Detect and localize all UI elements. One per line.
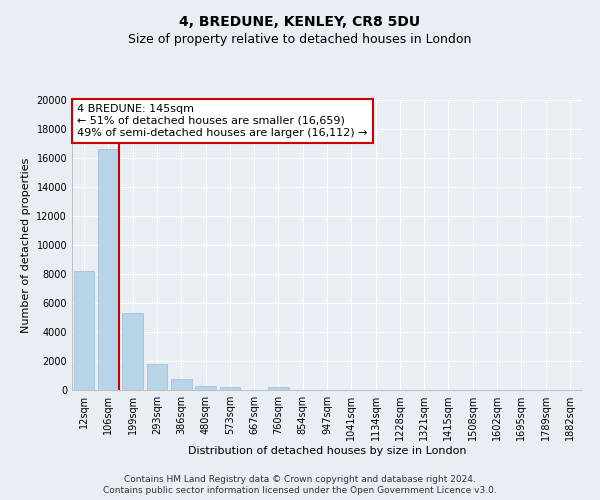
Text: 4 BREDUNE: 145sqm
← 51% of detached houses are smaller (16,659)
49% of semi-deta: 4 BREDUNE: 145sqm ← 51% of detached hous… <box>77 104 368 138</box>
Bar <box>268 387 289 390</box>
Text: Contains HM Land Registry data © Crown copyright and database right 2024.: Contains HM Land Registry data © Crown c… <box>124 475 476 484</box>
Bar <box>74 271 94 390</box>
Bar <box>98 150 119 390</box>
Bar <box>220 387 240 390</box>
Bar <box>122 313 143 390</box>
Y-axis label: Number of detached properties: Number of detached properties <box>21 158 31 332</box>
Bar <box>146 364 167 390</box>
Bar <box>195 386 216 390</box>
Text: Size of property relative to detached houses in London: Size of property relative to detached ho… <box>128 32 472 46</box>
Text: Contains public sector information licensed under the Open Government Licence v3: Contains public sector information licen… <box>103 486 497 495</box>
X-axis label: Distribution of detached houses by size in London: Distribution of detached houses by size … <box>188 446 466 456</box>
Text: 4, BREDUNE, KENLEY, CR8 5DU: 4, BREDUNE, KENLEY, CR8 5DU <box>179 15 421 29</box>
Bar <box>171 379 191 390</box>
